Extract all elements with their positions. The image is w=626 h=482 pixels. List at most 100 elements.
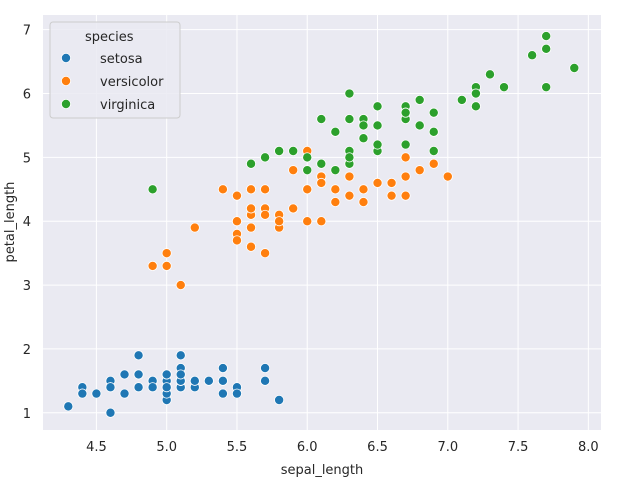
y-tick-label: 5 bbox=[23, 151, 31, 166]
legend-marker-virginica bbox=[61, 99, 72, 110]
point-setosa bbox=[133, 350, 144, 361]
point-virginica bbox=[484, 69, 495, 80]
point-virginica bbox=[541, 31, 552, 42]
point-virginica bbox=[358, 133, 369, 144]
point-versicolor bbox=[161, 248, 172, 259]
point-versicolor bbox=[246, 203, 257, 214]
point-virginica bbox=[260, 152, 271, 163]
legend-marker-setosa bbox=[61, 53, 72, 64]
point-versicolor bbox=[217, 184, 228, 195]
point-virginica bbox=[499, 82, 510, 93]
point-setosa bbox=[217, 375, 228, 386]
x-tick-label: 6.5 bbox=[367, 440, 388, 455]
point-versicolor bbox=[288, 165, 299, 176]
x-tick-label: 4.5 bbox=[86, 440, 107, 455]
point-setosa bbox=[175, 369, 186, 380]
x-tick-label: 7.5 bbox=[508, 440, 529, 455]
point-virginica bbox=[344, 114, 355, 125]
point-versicolor bbox=[260, 248, 271, 259]
point-setosa bbox=[91, 388, 102, 399]
x-tick-label: 5.0 bbox=[156, 440, 177, 455]
x-axis-label: sepal_length bbox=[281, 463, 364, 478]
point-versicolor bbox=[400, 190, 411, 201]
grid bbox=[43, 15, 601, 430]
legend-label-setosa: setosa bbox=[100, 52, 143, 67]
point-versicolor bbox=[386, 190, 397, 201]
point-setosa bbox=[161, 382, 172, 393]
point-versicolor bbox=[442, 171, 453, 182]
point-virginica bbox=[400, 107, 411, 118]
point-virginica bbox=[316, 114, 327, 125]
point-virginica bbox=[330, 126, 341, 137]
point-versicolor bbox=[330, 184, 341, 195]
point-virginica bbox=[372, 139, 383, 150]
data-points bbox=[63, 31, 580, 418]
point-setosa bbox=[161, 369, 172, 380]
point-versicolor bbox=[372, 177, 383, 188]
legend-title: species bbox=[85, 30, 134, 45]
point-versicolor bbox=[274, 216, 285, 227]
point-setosa bbox=[77, 388, 88, 399]
point-versicolor bbox=[344, 171, 355, 182]
point-setosa bbox=[203, 375, 214, 386]
x-tick-label: 7.0 bbox=[437, 440, 458, 455]
point-setosa bbox=[105, 382, 116, 393]
y-tick-label: 6 bbox=[23, 88, 31, 103]
point-virginica bbox=[330, 165, 341, 176]
point-versicolor bbox=[260, 184, 271, 195]
point-versicolor bbox=[246, 184, 257, 195]
point-virginica bbox=[302, 165, 313, 176]
point-virginica bbox=[246, 158, 257, 169]
point-setosa bbox=[147, 382, 158, 393]
point-virginica bbox=[288, 145, 299, 156]
legend-label-virginica: virginica bbox=[100, 98, 155, 113]
point-versicolor bbox=[302, 216, 313, 227]
point-versicolor bbox=[147, 260, 158, 271]
legend-label-versicolor: versicolor bbox=[100, 75, 164, 90]
point-versicolor bbox=[231, 190, 242, 201]
point-setosa bbox=[105, 407, 116, 418]
point-virginica bbox=[316, 158, 327, 169]
point-versicolor bbox=[231, 216, 242, 227]
y-tick-label: 4 bbox=[23, 215, 31, 230]
point-versicolor bbox=[386, 177, 397, 188]
point-setosa bbox=[175, 350, 186, 361]
tick-labels: 4.5 5.0 5.5 6.0 6.5 7.0 7.5 8.0 1 2 3 4 5 6 7 bbox=[23, 24, 599, 455]
y-axis-label: petal_length bbox=[3, 182, 18, 263]
point-setosa bbox=[274, 394, 285, 405]
point-setosa bbox=[119, 369, 130, 380]
point-setosa bbox=[63, 401, 74, 412]
point-setosa bbox=[133, 369, 144, 380]
legend: species setosa versicolor virginica bbox=[49, 21, 181, 119]
point-virginica bbox=[400, 139, 411, 150]
point-versicolor bbox=[428, 158, 439, 169]
point-setosa bbox=[189, 375, 200, 386]
point-versicolor bbox=[358, 184, 369, 195]
point-setosa bbox=[231, 388, 242, 399]
point-virginica bbox=[344, 88, 355, 99]
point-virginica bbox=[470, 88, 481, 99]
point-setosa bbox=[133, 382, 144, 393]
point-virginica bbox=[358, 120, 369, 131]
point-setosa bbox=[217, 363, 228, 374]
point-versicolor bbox=[414, 165, 425, 176]
point-versicolor bbox=[330, 197, 341, 208]
point-virginica bbox=[428, 107, 439, 118]
x-tick-label: 8.0 bbox=[578, 440, 599, 455]
point-virginica bbox=[569, 62, 580, 73]
point-versicolor bbox=[358, 197, 369, 208]
point-setosa bbox=[119, 388, 130, 399]
point-virginica bbox=[428, 126, 439, 137]
point-virginica bbox=[428, 145, 439, 156]
point-versicolor bbox=[175, 280, 186, 291]
point-virginica bbox=[344, 152, 355, 163]
point-virginica bbox=[414, 94, 425, 105]
point-setosa bbox=[260, 363, 271, 374]
point-virginica bbox=[470, 101, 481, 112]
point-setosa bbox=[260, 375, 271, 386]
point-versicolor bbox=[344, 190, 355, 201]
point-virginica bbox=[414, 120, 425, 131]
point-virginica bbox=[372, 101, 383, 112]
point-virginica bbox=[302, 152, 313, 163]
